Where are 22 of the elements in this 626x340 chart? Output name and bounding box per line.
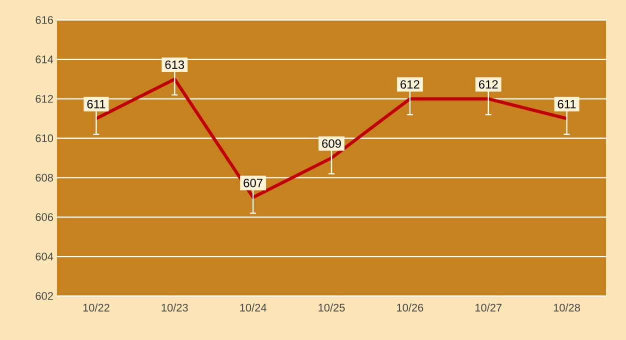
data-label: 607: [244, 178, 262, 188]
y-tick-label: 608: [36, 174, 53, 182]
data-label: 611: [558, 100, 576, 108]
y-tick-label: 606: [36, 213, 53, 222]
data-label: 612: [479, 80, 498, 89]
x-tick-label: 10/28: [554, 304, 580, 312]
y-tick-label: 602: [36, 292, 53, 300]
data-label: 609: [322, 139, 341, 148]
x-tick-label: 10/27: [475, 304, 502, 312]
y-tick-label: 616: [36, 16, 53, 24]
x-tick-label: 10/26: [397, 304, 424, 312]
x-tick-label: 10/25: [318, 304, 345, 312]
x-tick-label: 10/22: [83, 304, 110, 312]
x-tick-label: 10/23: [162, 304, 188, 312]
y-tick-label: 604: [36, 252, 54, 260]
y-tick-label: 610: [36, 134, 54, 142]
x-tick-label: 10/24: [240, 304, 266, 312]
y-tick-label: 612: [36, 94, 53, 103]
data-label: 611: [87, 100, 106, 108]
data-label: 612: [400, 80, 420, 89]
data-label: 613: [165, 60, 184, 69]
y-tick-label: 614: [36, 56, 54, 64]
